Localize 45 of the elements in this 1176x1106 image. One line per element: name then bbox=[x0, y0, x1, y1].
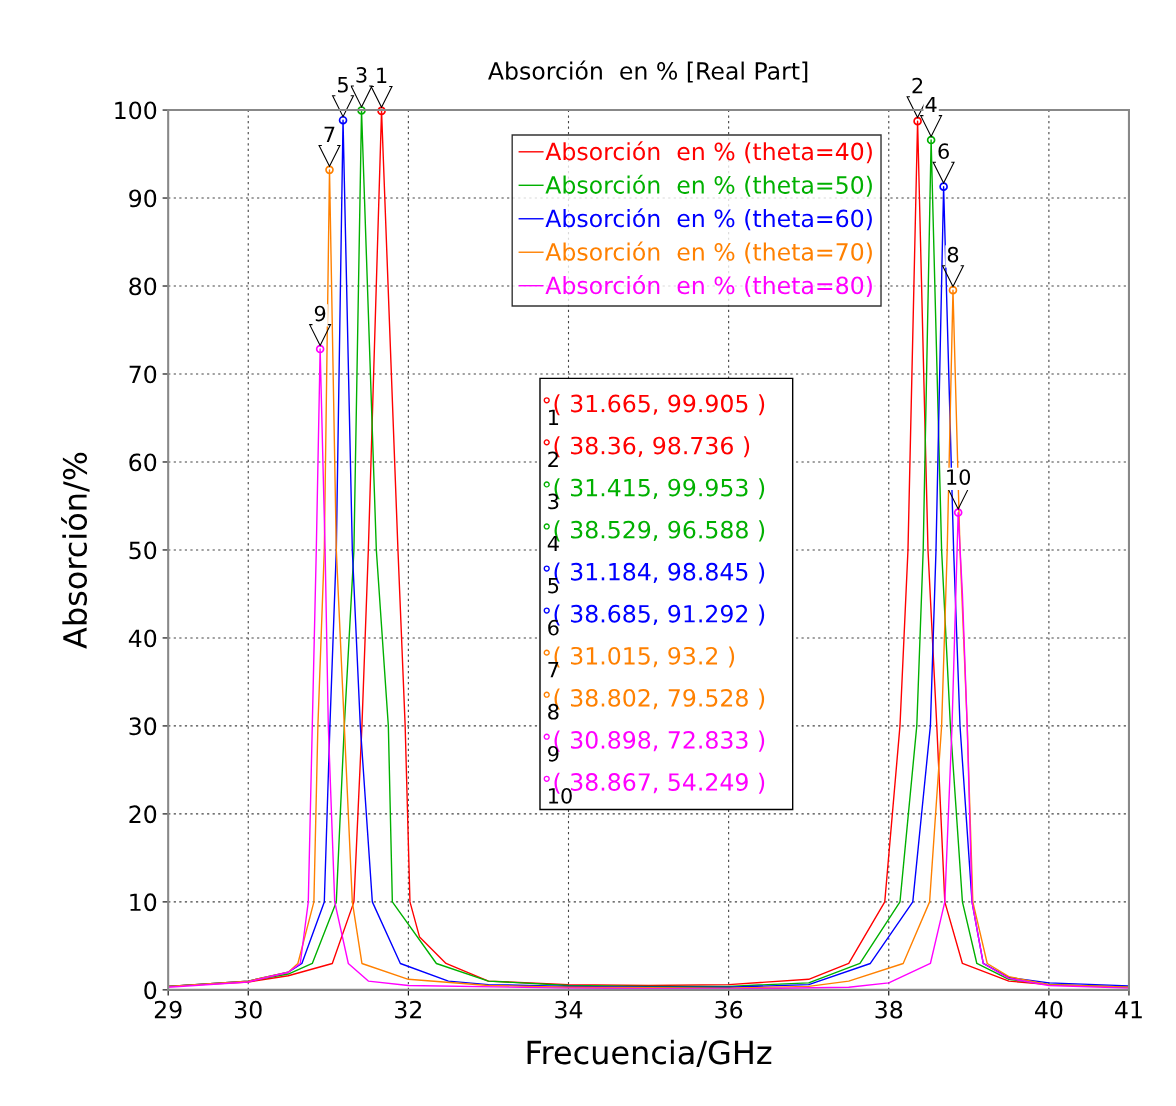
annotation: 10 bbox=[947, 469, 971, 485]
point bbox=[913, 116, 922, 126]
annotation: 3 bbox=[356, 67, 367, 83]
legend-label: Absorción en % (theta=60) bbox=[545, 208, 872, 231]
x-tick-label: 40 bbox=[1035, 1000, 1063, 1019]
annotation: 4 bbox=[925, 96, 937, 113]
point bbox=[315, 344, 325, 354]
y-tick-label: 70 bbox=[129, 365, 157, 384]
x-tick-label: 38 bbox=[875, 1000, 903, 1019]
annotation: 2 bbox=[912, 77, 923, 94]
y-tick-label: 50 bbox=[129, 541, 157, 560]
point bbox=[325, 165, 334, 175]
legend-label: Absorción en % (theta=70) bbox=[545, 241, 872, 264]
chart-title: Absorción en % [Real Part] bbox=[488, 60, 808, 83]
point bbox=[948, 285, 958, 295]
annotation: 8 bbox=[947, 246, 959, 263]
y-tick-label: 40 bbox=[128, 629, 157, 648]
annotation: 5 bbox=[338, 77, 348, 93]
legend-label: Absorción en % (theta=50) bbox=[545, 174, 872, 197]
annotation: 9 bbox=[314, 305, 326, 322]
x-tick-label: 32 bbox=[395, 1000, 422, 1019]
point bbox=[377, 106, 386, 116]
y-tick-label: 60 bbox=[129, 453, 157, 472]
annotation: 1 bbox=[377, 67, 387, 83]
y-tick-label: 80 bbox=[129, 277, 157, 296]
y-tick-label: 0 bbox=[144, 981, 157, 1000]
annotation: 6 bbox=[938, 143, 949, 160]
legend-label: Absorción en % (theta=40) bbox=[545, 141, 872, 164]
y-tick-label: 90 bbox=[129, 189, 157, 208]
x-tick-label: 36 bbox=[715, 1000, 743, 1019]
x-axis-title: Frecuencia/GHz bbox=[527, 1039, 772, 1068]
point bbox=[926, 135, 936, 145]
y-tick-label: 30 bbox=[129, 717, 157, 736]
point bbox=[953, 508, 963, 517]
x-tick-label: 34 bbox=[555, 1000, 583, 1019]
y-tick-label: 100 bbox=[115, 101, 157, 120]
y-tick-label: 10 bbox=[130, 893, 157, 912]
point bbox=[338, 115, 348, 125]
y-tick-label: 20 bbox=[129, 805, 157, 824]
x-tick-label: 41 bbox=[1115, 1001, 1142, 1019]
legend-label: Absorción en % (theta=80) bbox=[545, 275, 872, 298]
annotation: 7 bbox=[324, 126, 335, 142]
x-tick-label: 30 bbox=[235, 1000, 262, 1019]
y-axis-title: Absorción/% bbox=[61, 452, 90, 649]
x-tick-label: 29 bbox=[154, 1000, 182, 1019]
